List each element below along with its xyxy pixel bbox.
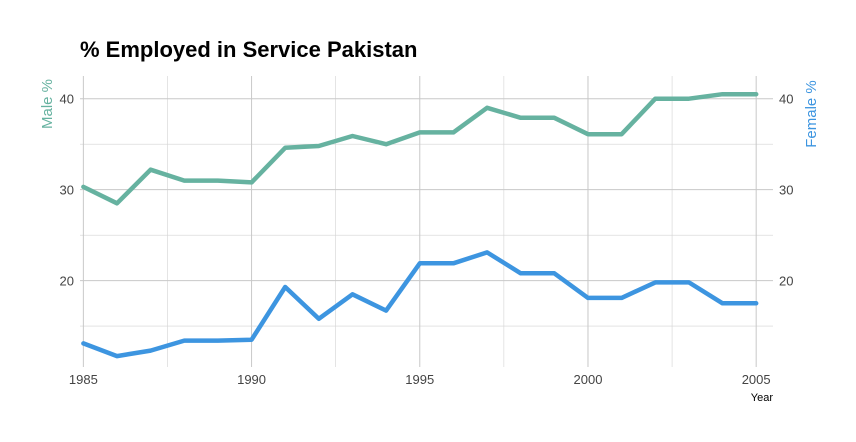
x-tick-label: 1985	[69, 372, 98, 387]
chart-title: % Employed in Service Pakistan	[80, 37, 417, 62]
x-tick-label: 2005	[742, 372, 771, 387]
y-axis-left-ticks: 20 30 40	[60, 92, 74, 289]
y-right-tick-label: 30	[779, 183, 793, 198]
x-axis-ticks: 1985 1990 1995 2000 2005	[69, 372, 771, 387]
x-axis-label: Year	[751, 392, 774, 404]
y-left-tick-label: 20	[60, 274, 74, 289]
y-right-tick-label: 40	[779, 92, 793, 107]
y-left-tick-label: 30	[60, 183, 74, 198]
series-lines	[81, 91, 759, 359]
x-tick-label: 1995	[405, 372, 434, 387]
y-left-tick-label: 40	[60, 92, 74, 107]
series-line-female	[81, 250, 759, 359]
y-axis-right-label: Female %	[803, 80, 820, 148]
x-tick-label: 1990	[237, 372, 266, 387]
y-axis-right-ticks: 20 30 40	[779, 92, 793, 289]
y-right-tick-label: 20	[779, 274, 793, 289]
series-line-male	[81, 91, 759, 206]
x-tick-label: 2000	[574, 372, 603, 387]
grid	[80, 76, 773, 367]
y-axis-left-label: Male %	[39, 79, 56, 129]
